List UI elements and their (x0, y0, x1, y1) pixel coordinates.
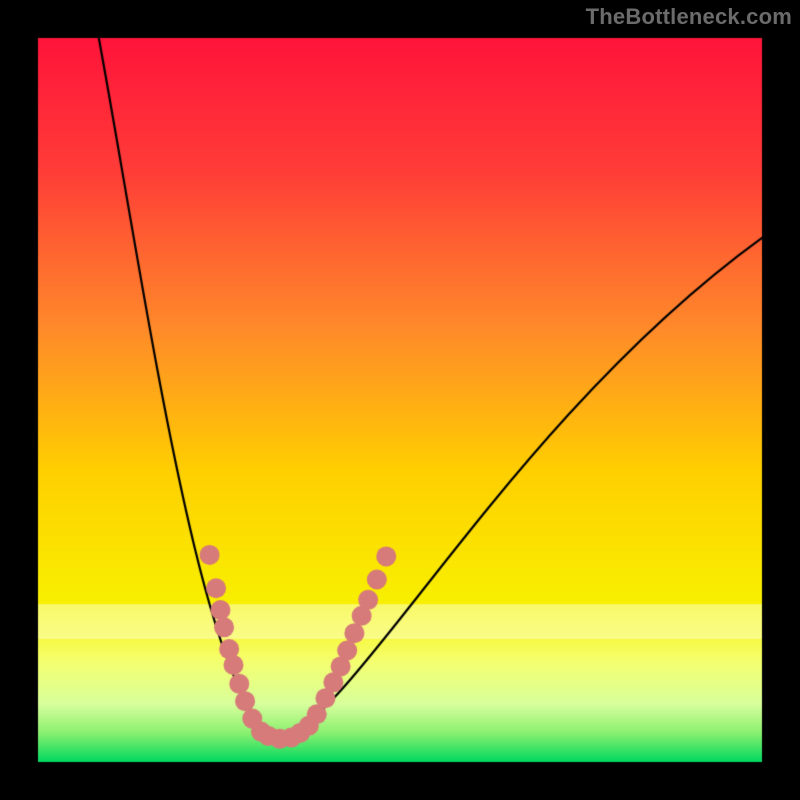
watermark-text: TheBottleneck.com (586, 4, 792, 30)
chart-frame: TheBottleneck.com (0, 0, 800, 800)
chart-canvas (0, 0, 800, 800)
